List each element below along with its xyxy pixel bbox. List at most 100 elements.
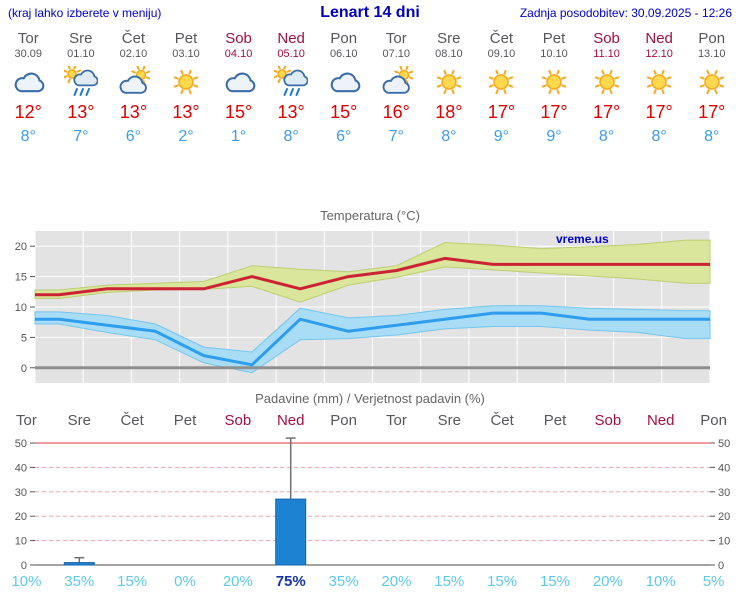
day-date: 07.10 [382, 48, 411, 60]
precip-day-label: Pet [173, 412, 197, 429]
svg-text:10: 10 [15, 536, 27, 548]
precip-day-label: Čet [490, 412, 514, 429]
precip-day-label: Pon [700, 412, 727, 429]
precip-probability: 20% [222, 573, 253, 590]
precip-probability: 15% [487, 573, 518, 590]
day-column: Pet 10.10 17° 9° [528, 30, 581, 146]
day-low-temp: 8° [441, 128, 457, 145]
day-name: Sob [593, 30, 620, 47]
precipitation-chart-title: Padavine (mm) / Verjetnost padavin (%) [255, 391, 485, 406]
day-name: Tor [17, 30, 39, 47]
day-low-temp: 1° [230, 128, 247, 145]
rain-sun-icon [265, 64, 318, 100]
svg-text:50: 50 [718, 438, 730, 450]
day-high-temp: 12° [14, 102, 42, 122]
day-date: 03.10 [172, 48, 200, 60]
day-high-temp: 13° [277, 102, 305, 122]
day-date: 02.10 [119, 48, 148, 60]
day-column: Tor 07.10 16° 7° [370, 30, 423, 146]
day-name: Čet [121, 30, 146, 47]
day-name: Pet [174, 30, 198, 47]
precip-day-label: Čet [120, 412, 144, 429]
day-date: 05.10 [277, 48, 305, 60]
rain-sun-icon [55, 64, 108, 100]
day-high-temp: 17° [592, 102, 621, 122]
day-high-temp: 13° [172, 102, 200, 122]
precip-probability: 20% [592, 573, 623, 590]
tmax-line [35, 256, 710, 297]
day-low-temp: 8° [598, 128, 615, 145]
precip-probability: 35% [64, 573, 95, 590]
day-high-temp: 17° [540, 102, 568, 122]
day-column: Pon 06.10 15° 6° [317, 30, 370, 146]
day-low-temp: 7° [73, 128, 89, 145]
cloudy-icon [317, 64, 370, 100]
svg-text:20: 20 [718, 511, 730, 523]
sunny-icon [160, 64, 213, 100]
day-high-temp: 18° [435, 102, 463, 122]
cloudy-icon [2, 64, 55, 100]
day-date: 06.10 [329, 48, 358, 60]
day-name: Sre [437, 30, 461, 47]
sunny-icon [528, 64, 581, 100]
precip-bar [275, 498, 307, 566]
day-name: Sob [225, 30, 252, 47]
day-column: Tor 30.09 12° 8° [2, 30, 55, 146]
day-low-temp: 7° [388, 128, 404, 145]
precip-day-label: Ned [276, 412, 305, 429]
sunny-icon [633, 64, 686, 100]
tmax-range-band [34, 239, 711, 303]
header: (kraj lahko izberete v meniju) Lenart 14… [0, 4, 740, 24]
svg-text:30: 30 [718, 487, 730, 499]
day-high-temp: 13° [119, 102, 148, 122]
day-low-temp: 8° [651, 128, 667, 145]
day-high-temp: 17° [645, 102, 673, 122]
day-date: 01.10 [67, 48, 95, 60]
day-high-temp: 17° [487, 102, 516, 122]
precip-probability: 15% [117, 573, 148, 590]
temperature-chart: 0 5 10 15 20 vreme.us [15, 231, 711, 383]
precip-probability: 75% [275, 573, 306, 590]
day-name: Čet [489, 30, 514, 47]
svg-text:5: 5 [21, 332, 27, 344]
precip-probability: 10% [645, 573, 676, 590]
day-low-temp: 6° [125, 128, 142, 145]
svg-text:40: 40 [15, 462, 27, 474]
day-low-temp: 8° [704, 128, 720, 145]
watermark-link[interactable]: vreme.us [556, 232, 609, 246]
day-column: Sre 01.10 13° 7° [55, 30, 108, 146]
day-date: 08.10 [435, 48, 463, 60]
precip-day-label: Sre [437, 412, 461, 429]
day-low-temp: 6° [336, 128, 352, 145]
day-column: Sob 04.10 15° 1° [212, 30, 265, 146]
precip-bar [63, 562, 95, 566]
day-name: Pet [542, 30, 566, 47]
precip-day-label: Tor [386, 412, 407, 429]
svg-text:50: 50 [15, 438, 27, 450]
precip-day-label: Pet [543, 412, 567, 429]
partly-cloudy-icon [107, 64, 160, 100]
day-column: Čet 09.10 17° 9° [475, 30, 528, 146]
svg-text:0: 0 [21, 363, 27, 375]
day-low-temp: 9° [493, 128, 510, 145]
precip-day-label: Pon [330, 412, 357, 429]
svg-text:0: 0 [21, 560, 27, 571]
precip-day-label: Sob [594, 412, 622, 429]
precip-probability-row: 10% 35% 15% 0% 20% 75% 35% 20% 15% 15% 15% 20% 10% 5% [0, 573, 740, 590]
svg-text:20: 20 [15, 241, 27, 253]
svg-text:40: 40 [718, 462, 730, 474]
precip-probability: 35% [328, 573, 359, 590]
svg-text:20: 20 [15, 511, 27, 523]
precip-probability: 15% [434, 573, 465, 590]
partly-cloudy-icon [370, 64, 423, 100]
precip-day-label: Tor [16, 412, 37, 429]
precip-probability: 0% [174, 573, 196, 590]
day-low-temp: 8° [283, 128, 299, 145]
day-name: Ned [645, 30, 673, 47]
sunny-icon [423, 64, 476, 100]
day-column: Sre 08.10 18° 8° [423, 30, 476, 146]
temperature-chart-title: Temperatura (°C) [320, 208, 420, 223]
day-high-temp: 15° [224, 102, 253, 122]
precip-day-labels-row: Tor Sre Čet Pet Sob Ned Pon Tor Sre Čet Pet Sob Ned P… [0, 412, 740, 429]
